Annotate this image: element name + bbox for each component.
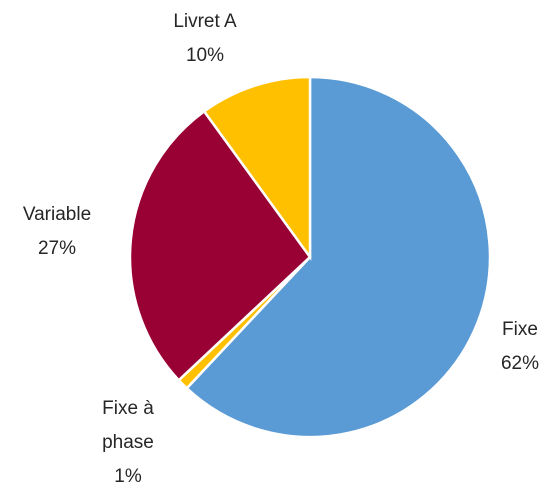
pie-slice: [202, 75, 312, 261]
slice-label: Livret A 10%: [150, 5, 260, 73]
value-label: 62%: [500, 353, 540, 374]
category-label: Livret A: [173, 11, 237, 32]
category-label: Fixe à phase: [102, 398, 154, 453]
pie-slice: [128, 109, 312, 382]
slice-label: Fixe 62%: [475, 313, 547, 381]
slice-label: Fixe à phase 1%: [83, 392, 173, 494]
value-label: 27%: [37, 238, 77, 259]
slice-label: Variable 27%: [2, 198, 112, 266]
category-label: Variable: [22, 204, 92, 225]
pie-slice: [185, 75, 492, 439]
value-label: 1%: [114, 466, 142, 487]
value-label: 10%: [185, 45, 225, 66]
category-label: Fixe: [502, 319, 538, 340]
